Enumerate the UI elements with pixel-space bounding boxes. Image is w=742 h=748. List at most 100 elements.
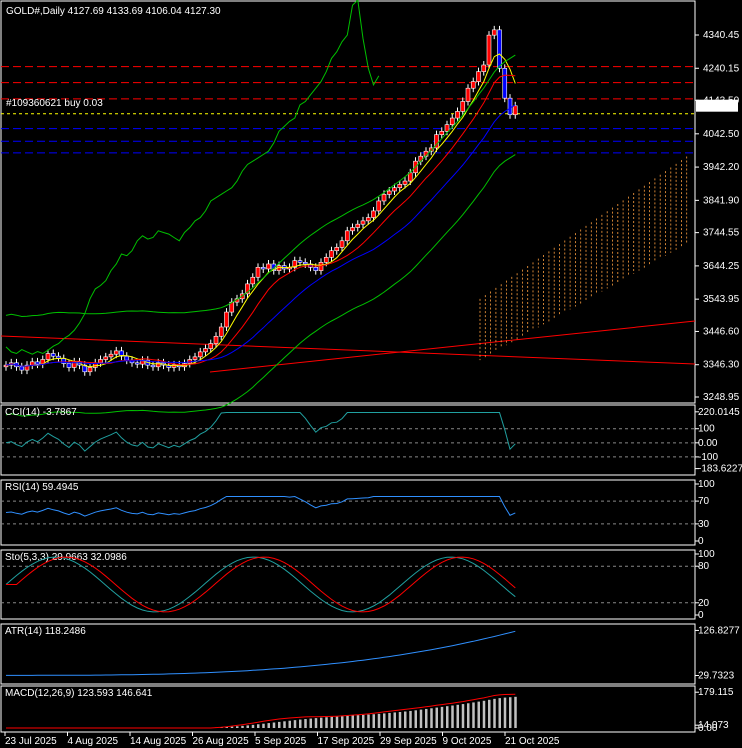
candle-body[interactable] — [481, 64, 487, 72]
candle-body[interactable] — [376, 200, 382, 212]
macd-histogram-bar — [404, 711, 407, 728]
candle-body[interactable] — [45, 353, 51, 360]
rsi_panel-axis-label: 0 — [698, 536, 704, 547]
candle-body[interactable] — [208, 343, 214, 349]
candle-body[interactable] — [339, 240, 345, 248]
candle-body[interactable] — [297, 260, 303, 263]
candle-body[interactable] — [491, 29, 497, 36]
candle-body[interactable] — [66, 363, 72, 368]
trendline-up[interactable] — [209, 320, 696, 373]
macd-histogram-bar — [456, 704, 459, 728]
macd-histogram-bar — [320, 717, 323, 728]
candle-body[interactable] — [460, 101, 466, 112]
candle-body[interactable] — [108, 353, 114, 358]
candle-body[interactable] — [402, 180, 408, 185]
candle-body[interactable] — [119, 350, 124, 357]
candle-body[interactable] — [465, 87, 471, 102]
candle-body[interactable] — [271, 263, 277, 271]
sto_panel-axis-label: 20 — [698, 598, 710, 609]
candle-body[interactable] — [266, 263, 271, 270]
candle-body[interactable] — [476, 71, 481, 82]
candle-body[interactable] — [355, 223, 361, 228]
ma-fast-line — [5, 53, 516, 368]
macd-histogram-bar — [362, 714, 365, 728]
candle-body[interactable] — [24, 364, 30, 371]
candle-body[interactable] — [98, 359, 103, 364]
candle-body[interactable] — [35, 361, 40, 365]
candle-body[interactable] — [192, 356, 198, 360]
candle-body[interactable] — [455, 111, 460, 119]
macd-histogram-bar — [461, 704, 465, 728]
candle-body[interactable] — [486, 34, 492, 66]
candle-body[interactable] — [512, 105, 518, 116]
macd-histogram-bar — [293, 720, 297, 728]
macd-histogram-bar — [225, 727, 228, 728]
time-axis-label: 23 Jul 2025 — [5, 736, 57, 747]
order-label: #109360621 buy 0.03 — [6, 98, 103, 109]
candle-body[interactable] — [103, 356, 109, 360]
candle-body[interactable] — [470, 81, 476, 89]
candle-body[interactable] — [497, 29, 502, 69]
cci-line — [5, 412, 516, 452]
candle-body[interactable] — [439, 131, 445, 135]
time-axis-label: 14 Aug 2025 — [130, 736, 187, 747]
candle-body[interactable] — [392, 187, 397, 192]
candle-body[interactable] — [19, 366, 25, 371]
candle-body[interactable] — [260, 267, 266, 270]
macd-histogram-bar — [246, 725, 249, 728]
candle-body[interactable] — [250, 276, 256, 285]
candle-body[interactable] — [444, 124, 450, 132]
candle-body[interactable] — [255, 267, 261, 278]
candle-body[interactable] — [50, 353, 56, 357]
candle-body[interactable] — [302, 262, 308, 265]
candle-body[interactable] — [313, 267, 319, 271]
panel-frame-4 — [0, 623, 696, 685]
price-axis-label: 3841.90 — [703, 195, 740, 206]
rsi-line — [5, 495, 516, 517]
rsi_panel-axis-label: 30 — [698, 519, 710, 530]
candle-body[interactable] — [365, 217, 371, 222]
macd-histogram-bar — [257, 724, 260, 728]
candle-body[interactable] — [507, 97, 513, 116]
candle-body[interactable] — [502, 68, 508, 99]
candle-body[interactable] — [292, 260, 298, 268]
candle-body[interactable] — [82, 364, 88, 373]
candle-body[interactable] — [155, 362, 161, 368]
candle-body[interactable] — [124, 355, 130, 361]
candle-body[interactable] — [381, 194, 387, 202]
macd-histogram-bar — [498, 698, 501, 728]
cci_panel-axis-label: -100 — [698, 452, 718, 463]
trendline-down[interactable] — [0, 335, 696, 365]
candle-body[interactable] — [171, 364, 177, 368]
candle-body[interactable] — [350, 227, 355, 232]
candle-body[interactable] — [323, 257, 329, 263]
macd-histogram-bar — [440, 706, 444, 728]
candle-body[interactable] — [218, 326, 224, 337]
candle-body[interactable] — [203, 348, 208, 353]
candle-body[interactable] — [434, 134, 439, 149]
candle-body[interactable] — [386, 190, 392, 195]
candle-body[interactable] — [150, 364, 156, 368]
macd-histogram-bar — [472, 702, 475, 728]
candle-body[interactable] — [134, 362, 140, 365]
time-axis-label: 4 Aug 2025 — [68, 736, 119, 747]
candle-body[interactable] — [87, 367, 93, 373]
atr_panel-axis-label: 29.7323 — [698, 670, 735, 681]
candle-body[interactable] — [344, 230, 350, 242]
candle-body[interactable] — [213, 335, 219, 344]
candle-body[interactable] — [29, 361, 35, 366]
candle-body[interactable] — [397, 184, 403, 189]
candle-body[interactable] — [197, 351, 203, 358]
candle-body[interactable] — [224, 311, 229, 328]
candle-body[interactable] — [113, 350, 119, 355]
rsi_panel-title: RSI(14) 59.4945 — [5, 482, 79, 493]
candle-body[interactable] — [245, 283, 250, 295]
candle-body[interactable] — [449, 117, 455, 125]
candle-body[interactable] — [3, 364, 9, 368]
candle-body[interactable] — [329, 250, 334, 258]
candle-body[interactable] — [371, 210, 376, 218]
candle-body[interactable] — [334, 247, 340, 252]
candle-body[interactable] — [360, 220, 366, 225]
